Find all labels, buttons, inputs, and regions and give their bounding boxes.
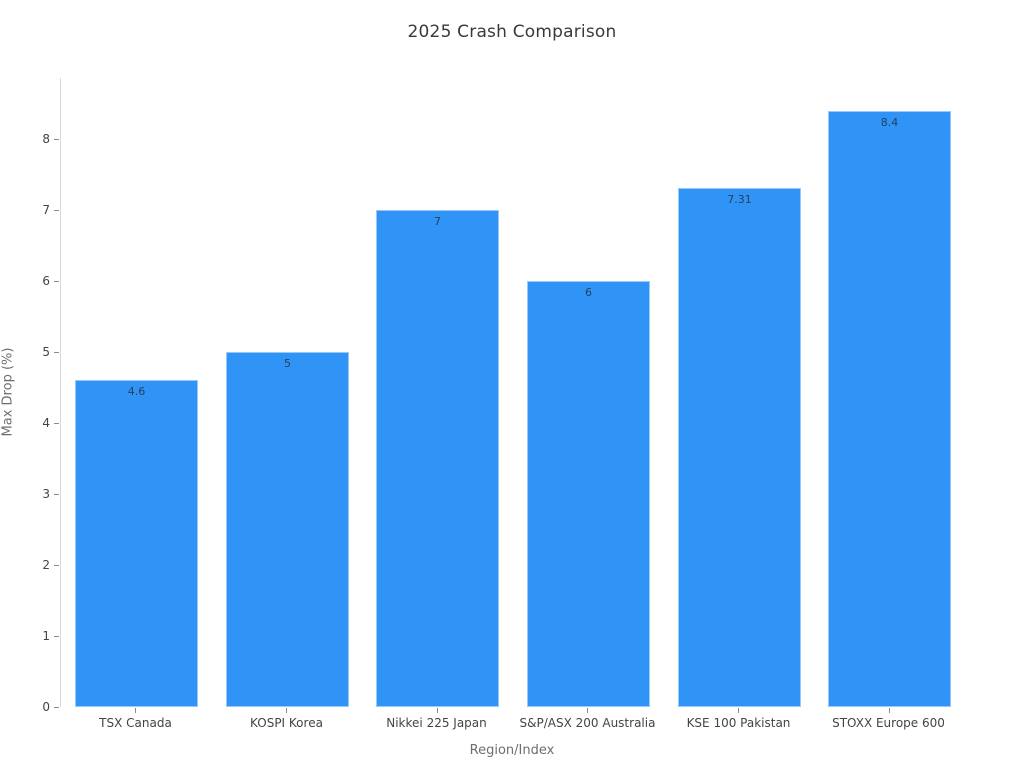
bar-value-label: 4.6 [127,385,146,398]
y-tick-mark [54,352,59,353]
y-tick-mark [54,210,59,211]
y-tick-label: 8 [42,132,50,146]
y-tick-label: 1 [42,629,50,643]
x-tick-label: TSX Canada [99,716,172,730]
y-tick-mark [54,423,59,424]
x-tick-mark [437,708,438,713]
plot-area: 4.6 5 7 6 7.31 8.4 [60,78,965,707]
x-tick-mark [587,708,588,713]
bar-value-label: 6 [585,286,592,299]
x-axis-title: Region/Index [469,743,555,758]
y-tick-label: 5 [42,345,50,359]
y-axis-title: Max Drop (%) [0,347,16,437]
bar-value-label: 7.31 [727,193,752,206]
x-tick-label: S&P/ASX 200 Australia [519,716,656,730]
chart-title: 2025 Crash Comparison [407,22,617,42]
x-tick-label: KOSPI Korea [250,716,323,730]
x-tick-mark [889,708,890,713]
y-tick-label: 6 [42,274,50,288]
y-tick-mark [54,636,59,637]
y-tick-mark [54,494,59,495]
bar-value-label: 5 [284,357,291,370]
y-tick-label: 4 [42,416,50,430]
bar[interactable]: 5 [226,352,349,707]
y-tick-label: 2 [42,558,50,572]
bar[interactable]: 6 [527,281,650,707]
y-tick-label: 3 [42,487,50,501]
bar-value-label: 7 [434,215,441,228]
y-tick-mark [54,565,59,566]
y-tick-mark [54,707,59,708]
bar[interactable]: 4.6 [75,380,198,707]
x-tick-mark [738,708,739,713]
x-tick-mark [286,708,287,713]
y-tick-mark [54,139,59,140]
bar[interactable]: 7.31 [678,188,801,707]
bar[interactable]: 7 [376,210,499,707]
x-tick-label: STOXX Europe 600 [832,716,945,730]
x-tick-mark [135,708,136,713]
bar[interactable]: 8.4 [828,111,951,707]
y-tick-label: 0 [42,700,50,714]
x-tick-label: Nikkei 225 Japan [386,716,487,730]
y-tick-label: 7 [42,203,50,217]
bar-value-label: 8.4 [880,116,899,129]
y-tick-mark [54,281,59,282]
x-tick-label: KSE 100 Pakistan [686,716,791,730]
